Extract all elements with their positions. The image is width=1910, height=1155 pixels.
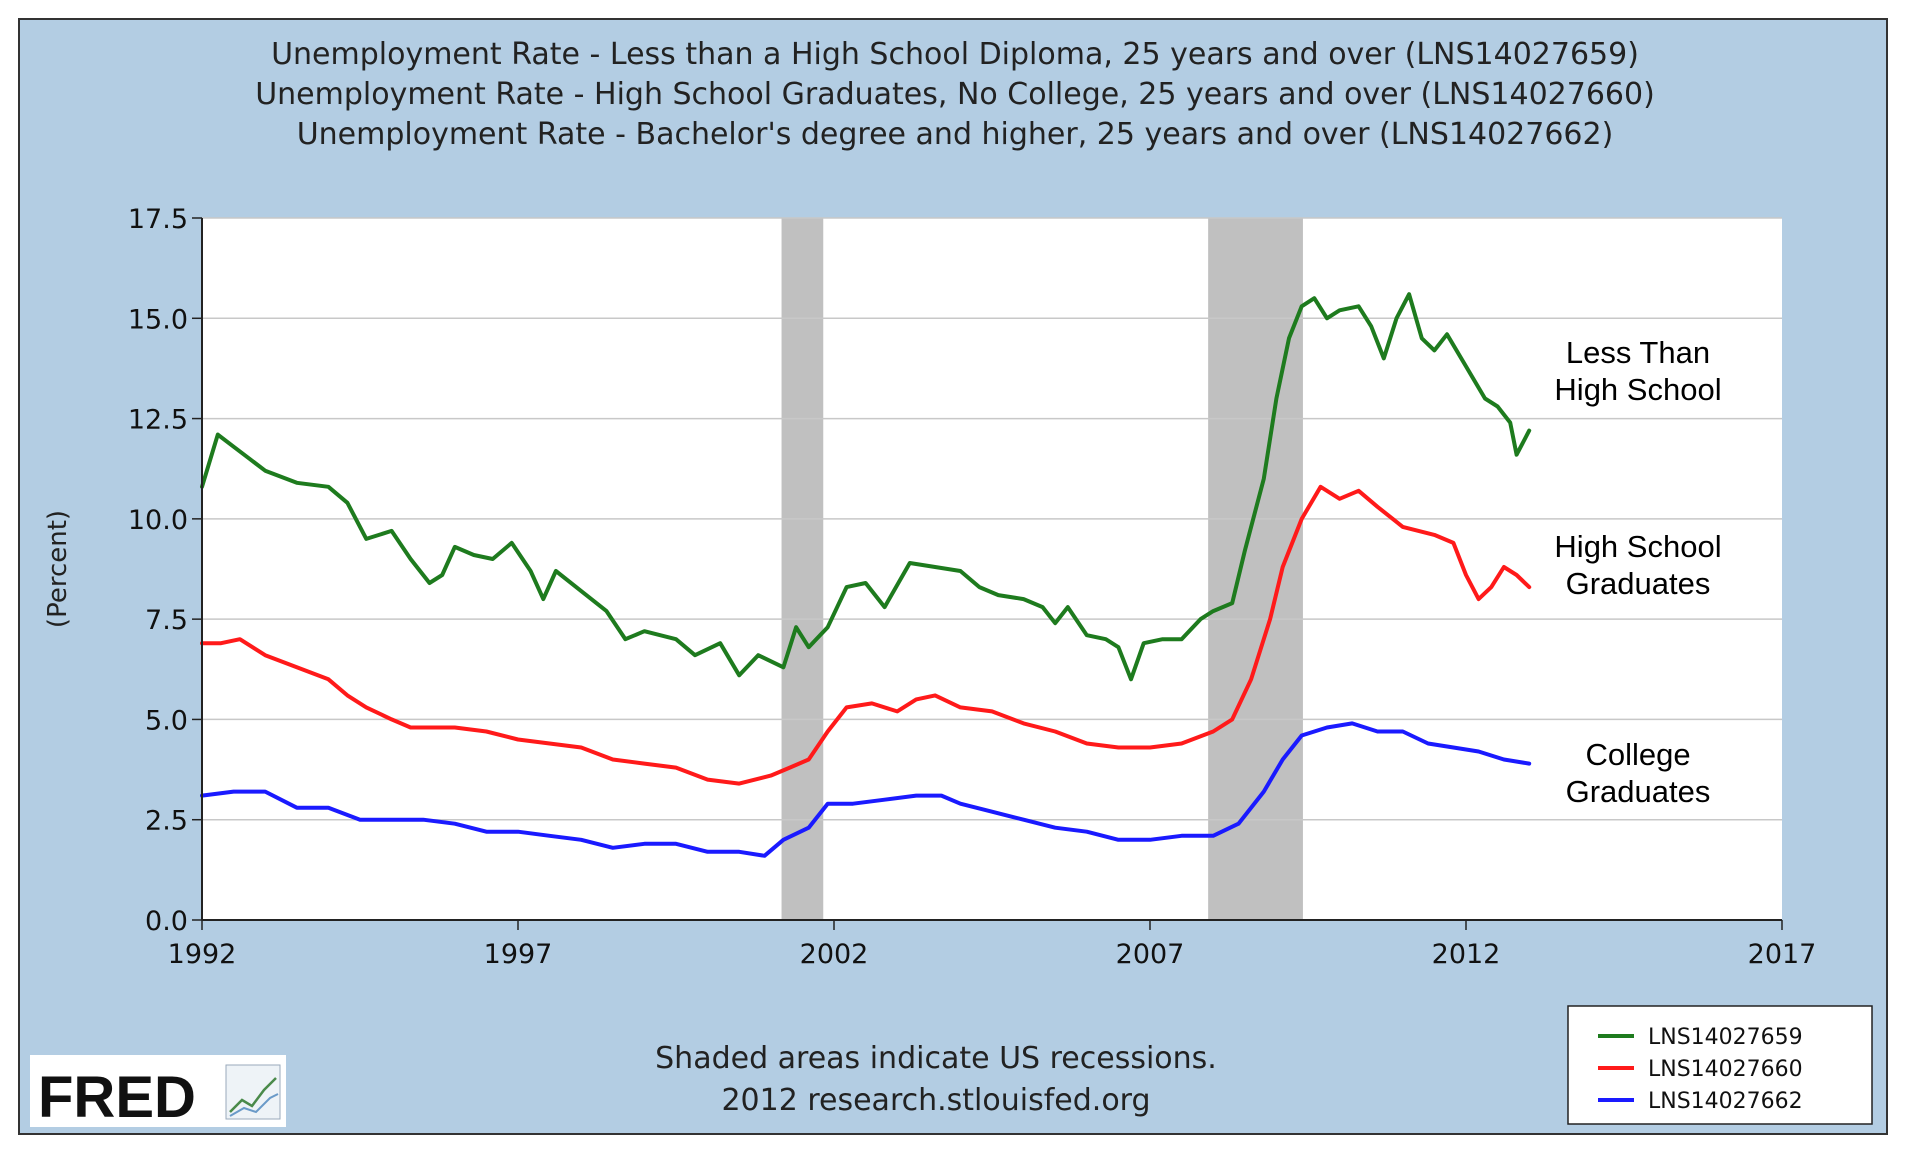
series-lines: [200, 292, 1532, 858]
legend-box: [1567, 1005, 1873, 1125]
series-line-LNS14027662: [200, 721, 1532, 858]
footnote: Shaded areas indicate US recessions. 2012…: [655, 1041, 1217, 1118]
annotation-line: College: [1585, 737, 1690, 772]
y-tick-label: 15.0: [128, 304, 188, 335]
y-tick-label: 2.5: [145, 806, 188, 837]
logo-chart-line2-icon: [229, 1093, 279, 1117]
x-tick-label: 2002: [800, 939, 869, 970]
title-line: Unemployment Rate - Bachelor's degree an…: [297, 117, 1614, 152]
y-tick-label: 12.5: [128, 405, 188, 436]
series-line-LNS14027660: [200, 484, 1532, 786]
title-line: Unemployment Rate - Less than a High Sch…: [271, 37, 1639, 72]
annotation-line: Graduates: [1566, 566, 1711, 601]
annotation-line: High School: [1554, 372, 1721, 407]
y-tick-label: 5.0: [145, 705, 188, 736]
fred-logo: FRED: [30, 1055, 286, 1130]
logo-chart-line-icon: [229, 1077, 277, 1113]
legend-label: LNS14027662: [1648, 1089, 1803, 1114]
x-tick-label: 1997: [484, 939, 553, 970]
plot-area: [202, 218, 1782, 920]
x-tick-label: 2017: [1748, 939, 1817, 970]
legend-label: LNS14027659: [1648, 1025, 1803, 1050]
legend-label: LNS14027660: [1648, 1057, 1803, 1082]
x-tick-label: 2007: [1116, 939, 1185, 970]
chart-title: Unemployment Rate - Less than a High Sch…: [255, 37, 1655, 152]
footnote-line: 2012 research.stlouisfed.org: [721, 1083, 1150, 1118]
y-tick-label: 10.0: [128, 505, 188, 536]
recession-band: [1208, 218, 1303, 920]
recession-band: [781, 218, 824, 920]
annotation-line: High School: [1554, 529, 1721, 564]
y-tick-label: 7.5: [145, 605, 188, 636]
series-line-LNS14027659: [200, 292, 1532, 682]
x-tick-label: 2012: [1432, 939, 1501, 970]
y-tick-label: 0.0: [145, 906, 188, 937]
y-tick-label: 17.5: [128, 204, 188, 235]
legend: LNS14027659 LNS14027660 LNS14027662: [1567, 1005, 1873, 1125]
logo-text: FRED: [38, 1065, 196, 1130]
footnote-line: Shaded areas indicate US recessions.: [655, 1041, 1217, 1076]
x-tick-label: 1992: [168, 939, 237, 970]
title-line: Unemployment Rate - High School Graduate…: [255, 77, 1655, 112]
y-axis-label: (Percent): [43, 510, 73, 628]
gridlines: [202, 217, 1782, 821]
axes: 0.0 2.5 5.0 7.5 10.0 12.5 15.0 17.5 1992 1997 2002…: [43, 204, 1816, 970]
annotation-line: Less Than: [1566, 335, 1710, 370]
annotation-line: Graduates: [1566, 774, 1711, 809]
